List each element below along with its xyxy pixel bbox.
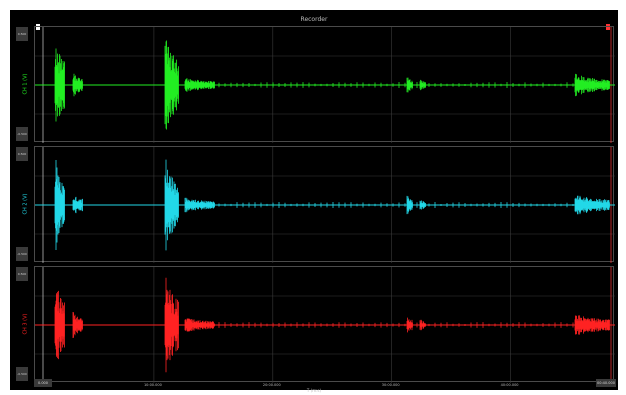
window-title: Recorder	[10, 16, 618, 23]
channel-2-scale-top[interactable]: 0.500	[16, 147, 28, 161]
channel-3-scale-top[interactable]: 0.500	[16, 267, 28, 281]
channel-2-scale-bottom[interactable]: -0.500	[16, 247, 28, 261]
channel-1-plot[interactable]: 0.500 CH 1 (V) -0.500	[34, 26, 614, 142]
time-tick-label: 10:00.000	[144, 383, 162, 387]
time-tick-label: 40:00.000	[501, 383, 519, 387]
channel-2-label: CH 2 (V)	[22, 194, 28, 215]
channel-3-label: CH 3 (V)	[22, 314, 28, 335]
channel-1-waveform	[35, 27, 615, 143]
channel-1-label: CH 1 (V)	[22, 74, 28, 95]
time-tick-label: 30:00.000	[382, 383, 400, 387]
channel-3-waveform	[35, 267, 615, 383]
channel-3-plot[interactable]: 0.500 CH 3 (V) -0.500	[34, 266, 614, 382]
time-axis: 10:00.000 20:00.000 30:00.000 40:00.000	[34, 382, 614, 390]
time-axis-title: T (m:s)	[307, 388, 321, 393]
channel-1-scale-top[interactable]: 0.500	[16, 27, 28, 41]
channel-2-plot[interactable]: 0.500 CH 2 (V) -0.500	[34, 146, 614, 262]
time-tick-label: 20:00.000	[263, 383, 281, 387]
channel-1-scale-bottom[interactable]: -0.500	[16, 127, 28, 141]
channel-3-scale-bottom[interactable]: -0.500	[16, 367, 28, 381]
channel-2-waveform	[35, 147, 615, 263]
recorder-window: Recorder 0.500 CH 1 (V) -0.500 0.500 CH …	[10, 10, 618, 390]
